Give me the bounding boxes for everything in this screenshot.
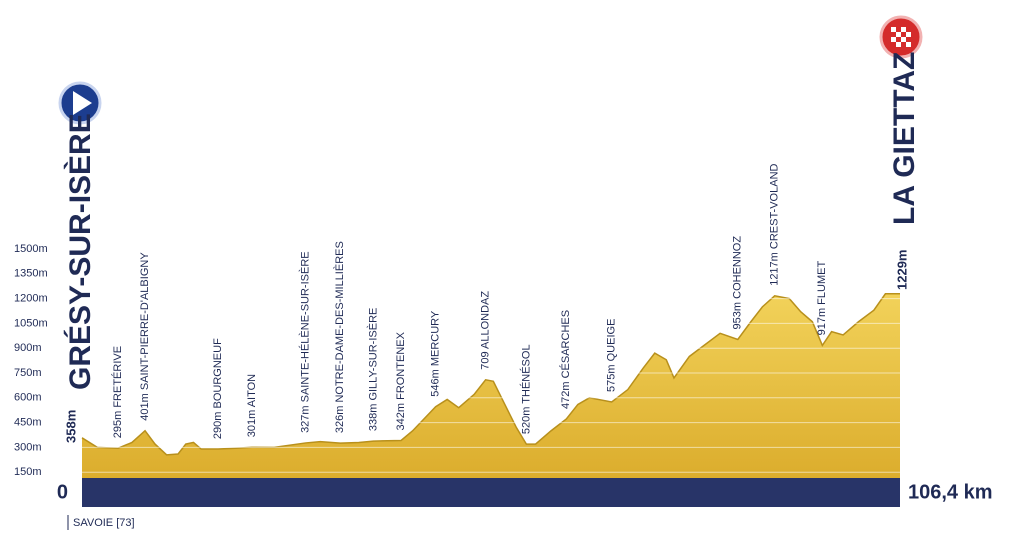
waypoint-label: 953m COHENNOZ xyxy=(732,236,744,330)
footer: SAVOIE [73] xyxy=(73,517,135,529)
x-tick-label: 106,4 km xyxy=(908,481,993,503)
waypoint-label: 917m FLUMET xyxy=(816,261,828,336)
waypoint-label: 709 ALLONDAZ xyxy=(480,291,492,370)
waypoint-label: 1217m CREST-VOLAND xyxy=(769,163,781,285)
y-tick-label: 300m xyxy=(14,441,42,453)
waypoint-label: 295m FRETÉRIVE xyxy=(111,346,124,438)
y-tick-label: 450m xyxy=(14,417,42,429)
waypoint-label: 301m AITON xyxy=(246,374,258,437)
y-tick-label: 1200m xyxy=(14,293,48,305)
waypoint-label: 401m SAINT-PIERRE-D'ALBIGNY xyxy=(139,252,151,421)
waypoint-label: 326m NOTRE-DAME-DES-MILLIÈRES xyxy=(333,241,346,433)
x-axis-bar xyxy=(82,478,900,507)
plot-area xyxy=(81,293,900,497)
y-tick-label: 150m xyxy=(14,466,42,478)
y-tick-label: 900m xyxy=(14,342,42,354)
y-tick-label: 750m xyxy=(14,367,42,379)
waypoint-label: 342m FRONTENEX xyxy=(395,331,407,430)
waypoint-label: 327m SAINTE-HÉLÈNE-SUR-ISÈRE xyxy=(299,251,312,433)
finish-checker xyxy=(891,27,911,47)
y-tick-label: 600m xyxy=(14,392,42,404)
start-elevation: 358m xyxy=(63,410,78,443)
start-arrow xyxy=(73,91,92,115)
y-tick-label: 1500m xyxy=(14,243,48,255)
waypoint-label: 338m GILLY-SUR-ISÈRE xyxy=(366,308,379,432)
finish-elevation: 1229m xyxy=(894,250,909,290)
elevation-profile xyxy=(81,293,900,456)
y-tick-label: 1050m xyxy=(14,317,48,329)
start-name: GRÉSY-SUR-ISÈRE xyxy=(63,113,97,390)
waypoint-label: 546m MERCURY xyxy=(430,310,442,397)
y-tick-label: 1350m xyxy=(14,268,48,280)
x-tick-label: 0 xyxy=(57,481,68,503)
waypoint-label: 472m CÉSARCHES xyxy=(559,310,572,409)
waypoint-label: 520m THÉNÉSOL xyxy=(519,344,532,434)
waypoint-label: 575m QUEIGE xyxy=(606,319,618,392)
finish-name: LA GIETTAZ xyxy=(888,52,921,225)
waypoint-label: 290m BOURGNEUF xyxy=(212,338,224,439)
